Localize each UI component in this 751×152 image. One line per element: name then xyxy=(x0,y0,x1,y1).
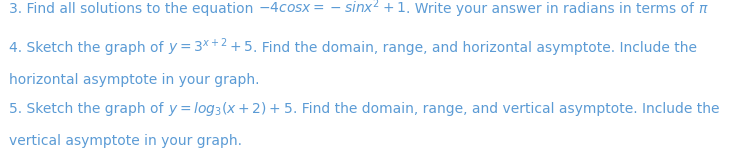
Text: vertical asymptote in your graph.: vertical asymptote in your graph. xyxy=(9,134,242,148)
Text: . Find the domain, range, and vertical asymptote. Include the: . Find the domain, range, and vertical a… xyxy=(293,102,719,116)
Text: 4. Sketch the graph of: 4. Sketch the graph of xyxy=(9,41,168,55)
Text: $\pi$: $\pi$ xyxy=(698,2,709,16)
Text: 5. Sketch the graph of: 5. Sketch the graph of xyxy=(9,102,168,116)
Text: $-4cosx = -sinx^2 + 1$: $-4cosx = -sinx^2 + 1$ xyxy=(258,0,406,16)
Text: . Find the domain, range, and horizontal asymptote. Include the: . Find the domain, range, and horizontal… xyxy=(253,41,697,55)
Text: horizontal asymptote in your graph.: horizontal asymptote in your graph. xyxy=(9,73,260,87)
Text: . Write your answer in radians in terms of: . Write your answer in radians in terms … xyxy=(406,2,698,16)
Text: $y = 3^{x+2} + 5$: $y = 3^{x+2} + 5$ xyxy=(168,36,253,58)
Text: $y = log_3(x + 2) + 5$: $y = log_3(x + 2) + 5$ xyxy=(168,100,293,118)
Text: 3. Find all solutions to the equation: 3. Find all solutions to the equation xyxy=(9,2,258,16)
